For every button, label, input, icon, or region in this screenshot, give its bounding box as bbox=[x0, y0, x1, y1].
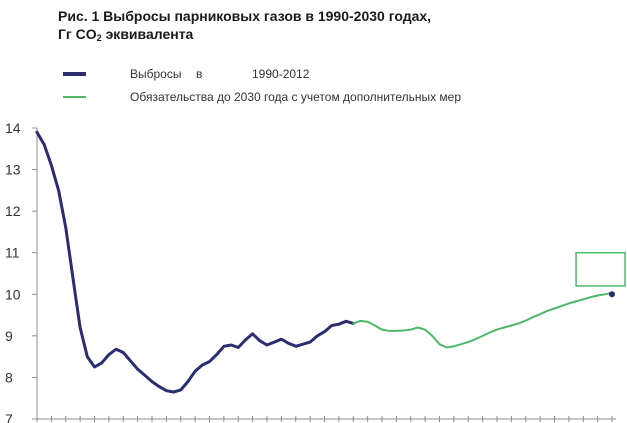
y-tick-label-10: 10 bbox=[5, 286, 21, 302]
y-tick-label-14: 14 bbox=[5, 120, 21, 136]
legend-label-2-part-1: Обязательства до 2030 года с учетом допо… bbox=[130, 90, 461, 104]
y-tick-label-11: 11 bbox=[5, 245, 20, 261]
series-line-2 bbox=[353, 293, 612, 348]
y-tick-label-8: 8 bbox=[5, 369, 13, 385]
chart-legend: Выбросы в 1990-2012 Обязательства до 2030 г… bbox=[63, 67, 461, 104]
series-line-1 bbox=[37, 132, 353, 392]
target-range-box bbox=[576, 253, 625, 286]
legend-label-1-part-2: в bbox=[196, 67, 202, 81]
chart-axes: 7 8 9 10 11 12 13 14 bbox=[5, 120, 616, 423]
y-tick-label-12: 12 bbox=[5, 203, 21, 219]
legend-label-1-part-3: 1990-2012 bbox=[252, 67, 310, 81]
endpoint-marker bbox=[609, 291, 615, 297]
y-tick-label-9: 9 bbox=[5, 328, 13, 344]
chart-marks bbox=[37, 132, 625, 392]
legend-label-1-part-1: Выбросы bbox=[130, 67, 181, 81]
y-tick-label-13: 13 bbox=[5, 162, 21, 178]
y-tick-label-7: 7 bbox=[5, 411, 13, 423]
